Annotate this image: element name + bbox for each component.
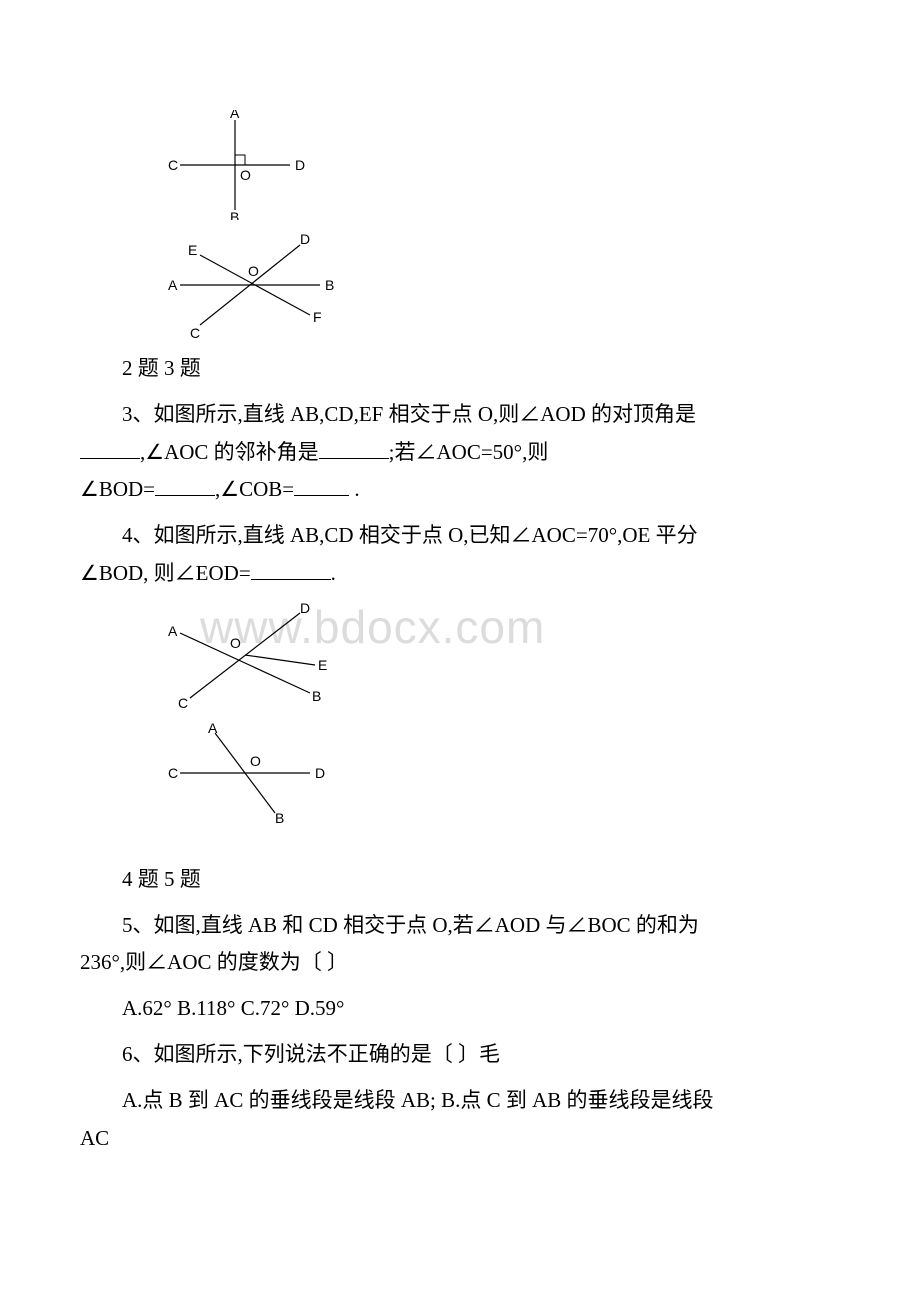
svg-q5: A B C D O — [160, 723, 340, 823]
q3-blank3 — [155, 473, 215, 496]
label-a: A — [168, 623, 178, 639]
q3-line2b: ,∠COB= — [215, 477, 294, 501]
ref-4-5: 4 题 5 题 — [80, 861, 840, 899]
label-e: E — [188, 242, 197, 258]
label-d: D — [295, 157, 305, 173]
diagram-q4: A B C D E O — [160, 603, 840, 713]
svg-q3: A B C D E F O — [160, 230, 360, 340]
diagram-q5: A B C D O — [160, 723, 840, 823]
q6-opt-line1: A.点 B 到 AC 的垂线段是线段 AB; B.点 C 到 AB 的垂线段是线… — [122, 1088, 714, 1112]
q6-opt-line2: AC — [80, 1126, 109, 1150]
label-c: C — [168, 765, 178, 781]
question-6: 6、如图所示,下列说法不正确的是〔 〕毛 — [80, 1036, 840, 1074]
q4-line2b: . — [331, 561, 336, 585]
label-a: A — [208, 723, 218, 736]
q5-line1: 5、如图,直线 AB 和 CD 相交于点 O,若∠AOD 与∠BOC 的和为 — [122, 913, 699, 937]
q3-blank2 — [319, 436, 389, 459]
label-b: B — [275, 810, 284, 823]
label-d: D — [300, 603, 310, 616]
question-4: 4、如图所示,直线 AB,CD 相交于点 O,已知∠AOC=70°,OE 平分 … — [80, 517, 840, 593]
q3-line2c: . — [349, 477, 360, 501]
label-b: B — [312, 688, 321, 704]
q4-line2a: ∠BOD, 则∠EOD= — [80, 561, 251, 585]
q5-line2: 236°,则∠AOC 的度数为〔 〕 — [80, 950, 348, 974]
q5-options: A.62° B.118° C.72° D.59° — [80, 990, 840, 1028]
label-b: B — [230, 209, 239, 220]
label-b: B — [325, 277, 334, 293]
q3-blank4 — [294, 473, 349, 496]
label-c: C — [190, 325, 200, 340]
q3-mid2: ;若∠AOC=50°,则 — [389, 440, 549, 464]
svg-q4: A B C D E O — [160, 603, 360, 713]
q6-options: A.点 B 到 AC 的垂线段是线段 AB; B.点 C 到 AB 的垂线段是线… — [80, 1082, 840, 1158]
label-o: O — [250, 753, 261, 769]
q4-prefix: 4、如图所示,直线 AB,CD 相交于点 O,已知∠AOC=70°,OE 平分 — [122, 523, 698, 547]
label-f: F — [313, 309, 322, 325]
diagram-q2: A B C D O — [160, 110, 840, 220]
q3-prefix: 3、如图所示,直线 AB,CD,EF 相交于点 O,则∠AOD 的对顶角是 — [122, 402, 696, 426]
q3-line2a: ∠BOD= — [80, 477, 155, 501]
question-3: 3、如图所示,直线 AB,CD,EF 相交于点 O,则∠AOD 的对顶角是 ,∠… — [80, 396, 840, 509]
label-e: E — [318, 657, 327, 673]
label-o: O — [240, 167, 251, 183]
label-c: C — [168, 157, 178, 173]
q3-blank1 — [80, 436, 140, 459]
label-a: A — [168, 277, 178, 293]
question-5: 5、如图,直线 AB 和 CD 相交于点 O,若∠AOD 与∠BOC 的和为 2… — [80, 907, 840, 983]
svg-q2: A B C D O — [160, 110, 330, 220]
label-d: D — [315, 765, 325, 781]
ref-2-3: 2 题 3 题 — [80, 350, 840, 388]
label-o: O — [230, 635, 241, 651]
label-c: C — [178, 695, 188, 711]
q4-blank1 — [251, 557, 331, 580]
label-o: O — [248, 263, 259, 279]
q3-mid1: ,∠AOC 的邻补角是 — [140, 440, 319, 464]
label-d: D — [300, 231, 310, 247]
diagram-q3: A B C D E F O — [160, 230, 840, 340]
label-a: A — [230, 110, 240, 121]
